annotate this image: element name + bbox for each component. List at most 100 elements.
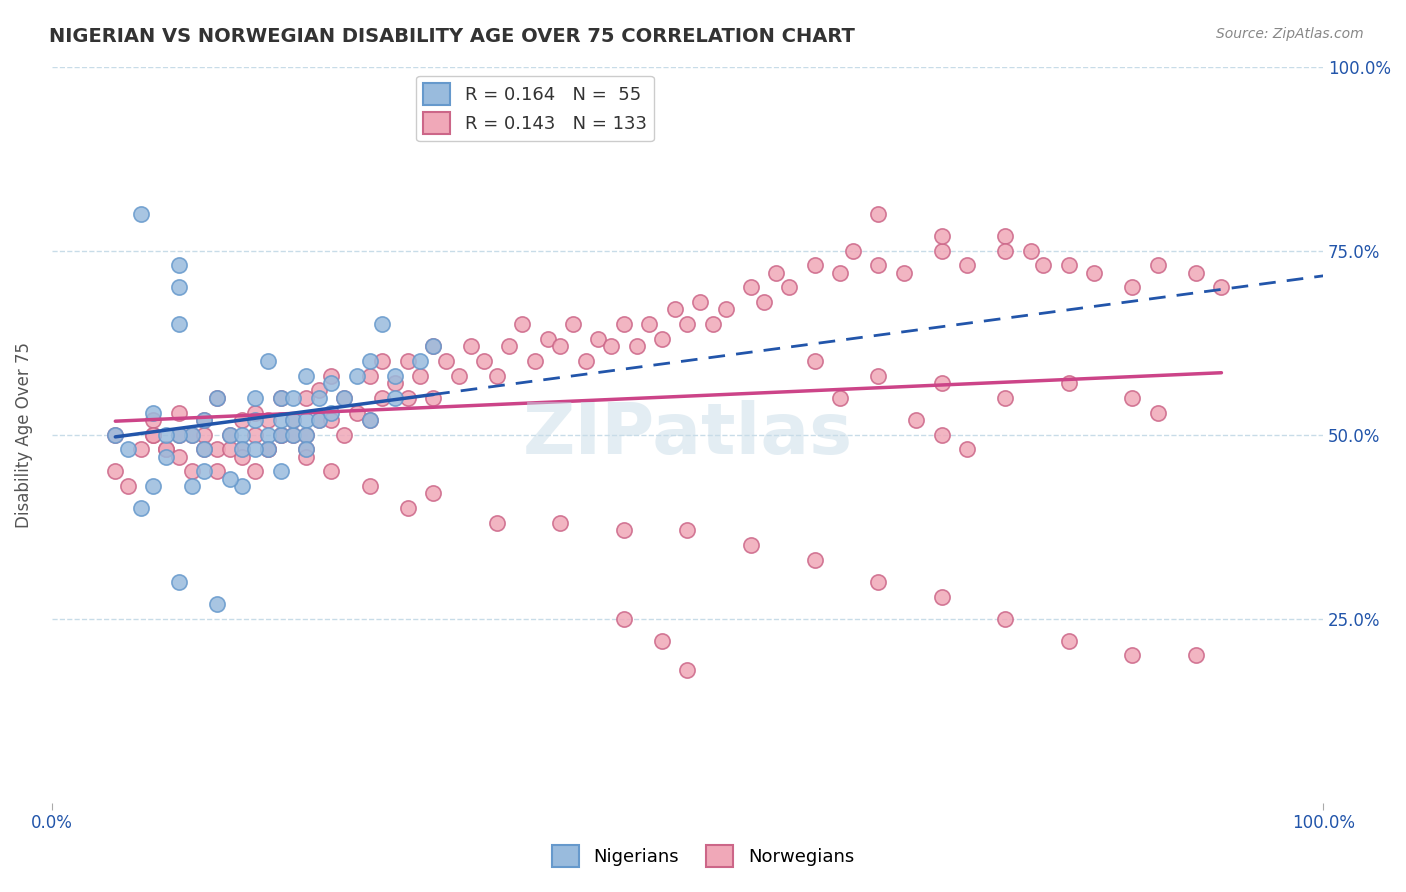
Point: [295, 442, 318, 457]
Point: [142, 479, 165, 493]
Point: [129, 207, 152, 221]
Legend: R = 0.164   N =  55, R = 0.143   N = 133: R = 0.164 N = 55, R = 0.143 N = 133: [416, 76, 654, 141]
Point: [218, 472, 240, 486]
Point: [613, 611, 636, 625]
Point: [295, 391, 318, 405]
Point: [868, 574, 890, 589]
Point: [218, 427, 240, 442]
Point: [994, 228, 1017, 243]
Point: [270, 464, 292, 478]
Point: [243, 464, 266, 478]
Point: [828, 391, 851, 405]
Point: [931, 228, 953, 243]
Point: [218, 442, 240, 457]
Point: [371, 391, 394, 405]
Point: [1121, 391, 1143, 405]
Point: [409, 354, 432, 368]
Point: [180, 464, 202, 478]
Point: [588, 332, 610, 346]
Point: [346, 368, 368, 383]
Point: [257, 354, 280, 368]
Point: [359, 368, 381, 383]
Point: [167, 450, 190, 464]
Point: [485, 368, 508, 383]
Point: [498, 339, 520, 353]
Point: [243, 413, 266, 427]
Point: [270, 413, 292, 427]
Point: [422, 391, 444, 405]
Point: [193, 413, 215, 427]
Point: [231, 442, 253, 457]
Point: [664, 302, 686, 317]
Point: [956, 442, 979, 457]
Point: [600, 339, 623, 353]
Point: [676, 663, 699, 677]
Point: [1057, 376, 1080, 390]
Point: [231, 450, 253, 464]
Text: NIGERIAN VS NORWEGIAN DISABILITY AGE OVER 75 CORRELATION CHART: NIGERIAN VS NORWEGIAN DISABILITY AGE OVE…: [49, 27, 855, 45]
Point: [283, 413, 305, 427]
Point: [472, 354, 495, 368]
Text: ZIPatlas: ZIPatlas: [523, 401, 852, 469]
Point: [231, 427, 253, 442]
Point: [295, 427, 318, 442]
Point: [270, 427, 292, 442]
Point: [257, 442, 280, 457]
Point: [359, 413, 381, 427]
Point: [460, 339, 482, 353]
Point: [283, 391, 305, 405]
Point: [129, 442, 152, 457]
Point: [231, 479, 253, 493]
Point: [676, 523, 699, 537]
Point: [396, 501, 419, 516]
Point: [142, 427, 165, 442]
Point: [193, 442, 215, 457]
Point: [1147, 258, 1170, 272]
Point: [638, 317, 661, 331]
Point: [994, 611, 1017, 625]
Point: [270, 391, 292, 405]
Point: [193, 464, 215, 478]
Point: [333, 427, 356, 442]
Point: [868, 258, 890, 272]
Point: [205, 391, 228, 405]
Point: [167, 427, 190, 442]
Point: [257, 442, 280, 457]
Point: [155, 442, 177, 457]
Point: [193, 442, 215, 457]
Point: [308, 384, 330, 398]
Point: [868, 207, 890, 221]
Point: [422, 339, 444, 353]
Point: [1147, 405, 1170, 419]
Point: [651, 332, 673, 346]
Point: [803, 552, 825, 566]
Point: [243, 442, 266, 457]
Point: [702, 317, 724, 331]
Point: [257, 413, 280, 427]
Point: [485, 516, 508, 530]
Point: [613, 317, 636, 331]
Point: [765, 266, 787, 280]
Point: [321, 464, 343, 478]
Point: [651, 633, 673, 648]
Point: [994, 391, 1017, 405]
Point: [1185, 266, 1208, 280]
Point: [422, 486, 444, 500]
Point: [689, 295, 711, 310]
Point: [117, 479, 139, 493]
Point: [422, 339, 444, 353]
Point: [346, 405, 368, 419]
Point: [1121, 648, 1143, 663]
Point: [321, 368, 343, 383]
Point: [155, 442, 177, 457]
Point: [447, 368, 470, 383]
Point: [129, 501, 152, 516]
Point: [167, 427, 190, 442]
Point: [295, 442, 318, 457]
Point: [205, 464, 228, 478]
Point: [676, 317, 699, 331]
Point: [371, 354, 394, 368]
Point: [180, 427, 202, 442]
Point: [1019, 244, 1042, 258]
Point: [308, 413, 330, 427]
